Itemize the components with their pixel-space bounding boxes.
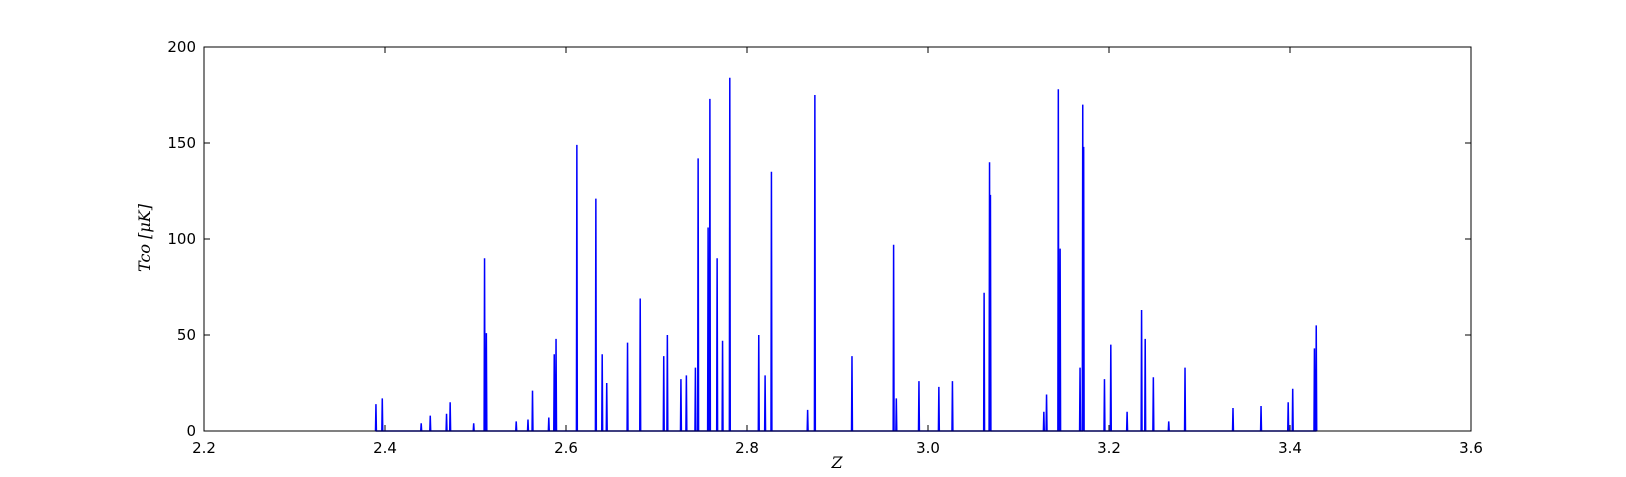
x-tick-label: 3.6 xyxy=(1459,439,1483,457)
x-tick-label: 2.4 xyxy=(373,439,397,457)
x-tick-label: 2.2 xyxy=(192,439,216,457)
x-tick-label: 2.6 xyxy=(554,439,578,457)
y-tick-label: 200 xyxy=(167,38,196,56)
x-tick-label: 2.8 xyxy=(735,439,759,457)
y-tick-label: 100 xyxy=(167,230,196,248)
x-tick-label: 3.4 xyxy=(1278,439,1302,457)
y-axis-label: Tco [μK] xyxy=(135,203,154,272)
x-axis-label: Z xyxy=(830,453,843,472)
x-tick-label: 3.0 xyxy=(916,439,940,457)
y-tick-label: 150 xyxy=(167,134,196,152)
plot-frame xyxy=(203,46,1472,432)
y-tick-label: 0 xyxy=(186,422,196,440)
x-tick-label: 3.2 xyxy=(1097,439,1121,457)
y-tick-label: 50 xyxy=(177,326,196,344)
